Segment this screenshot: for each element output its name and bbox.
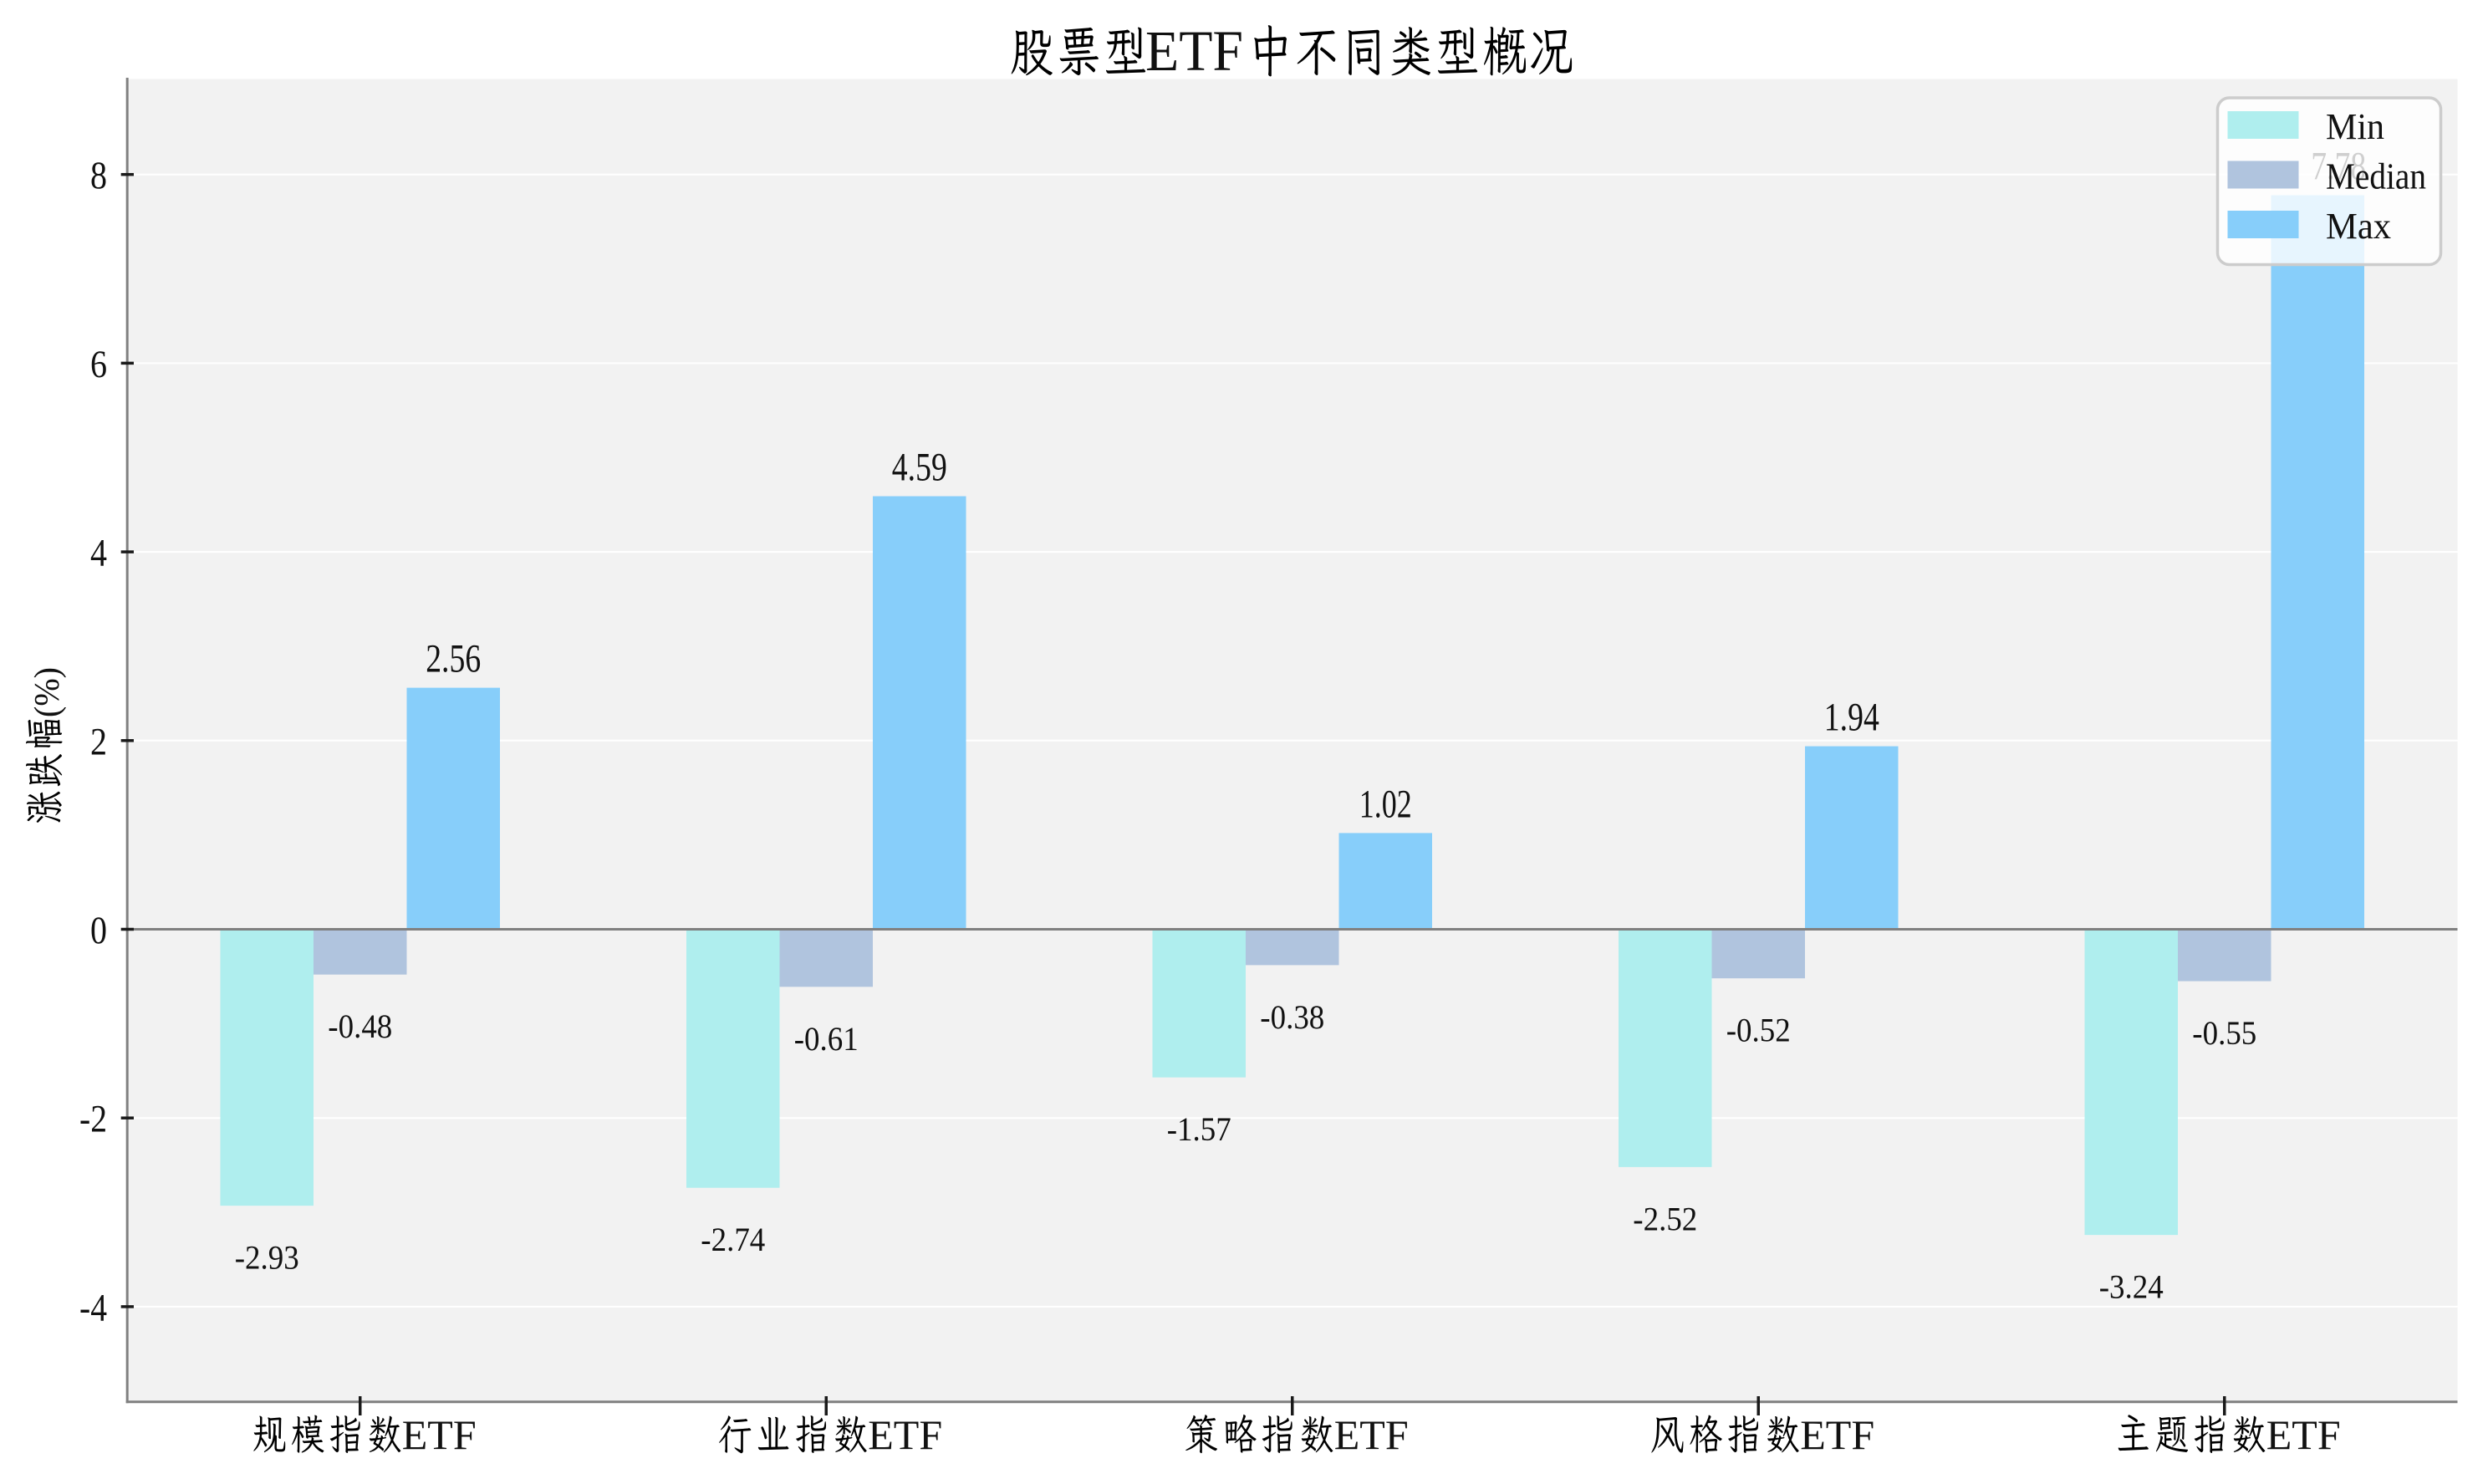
svg-text:6: 6: [90, 343, 107, 386]
svg-text:-0.52: -0.52: [1726, 1012, 1791, 1049]
svg-text:2: 2: [90, 720, 107, 763]
svg-text:ETF: ETF: [1145, 19, 1243, 83]
svg-text:-2.52: -2.52: [1633, 1200, 1697, 1237]
svg-text:8: 8: [90, 154, 107, 197]
svg-text:-0.55: -0.55: [2192, 1014, 2256, 1052]
svg-text:ETF: ETF: [1800, 1411, 1874, 1458]
svg-text:-2.93: -2.93: [235, 1239, 299, 1277]
svg-text:-2.74: -2.74: [701, 1221, 765, 1258]
svg-text:ETF: ETF: [402, 1411, 477, 1458]
svg-text:4: 4: [90, 532, 107, 575]
svg-text:1.02: 1.02: [1359, 782, 1412, 826]
svg-text:2.56: 2.56: [426, 637, 481, 681]
svg-text:Median: Median: [2326, 156, 2426, 197]
svg-text:-3.24: -3.24: [2099, 1268, 2164, 1306]
svg-text:-0.38: -0.38: [1260, 998, 1324, 1036]
svg-text:Min: Min: [2326, 106, 2384, 147]
svg-text:-4: -4: [79, 1286, 107, 1329]
svg-text:(%): (%): [28, 667, 67, 717]
svg-text:4.59: 4.59: [892, 446, 947, 490]
svg-text:ETF: ETF: [2266, 1411, 2341, 1458]
svg-text:-1.57: -1.57: [1167, 1110, 1231, 1148]
svg-text:0: 0: [90, 909, 107, 952]
svg-text:-0.61: -0.61: [794, 1020, 859, 1058]
svg-text:-0.48: -0.48: [328, 1007, 392, 1045]
svg-text:ETF: ETF: [1334, 1411, 1409, 1458]
svg-text:Max: Max: [2326, 206, 2391, 247]
svg-text:1.94: 1.94: [1824, 696, 1879, 740]
svg-text:-2: -2: [79, 1098, 107, 1141]
svg-text:ETF: ETF: [868, 1411, 942, 1458]
